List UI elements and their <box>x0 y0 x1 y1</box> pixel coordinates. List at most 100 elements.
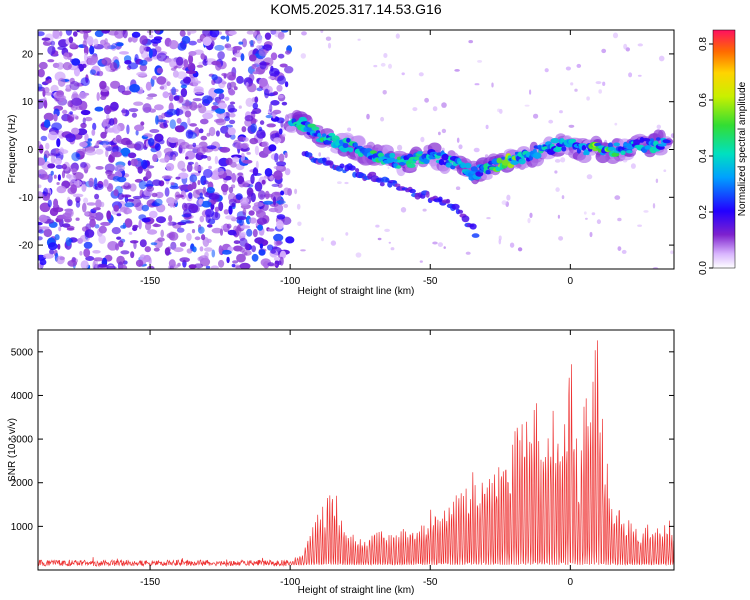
noise-blob <box>50 154 56 164</box>
noise-blob <box>75 200 81 208</box>
noise-blob <box>263 261 270 269</box>
noise-blob <box>279 63 288 68</box>
noise-blob <box>223 209 229 215</box>
noise-blob <box>169 264 179 269</box>
noise-blob <box>150 38 162 44</box>
noise-blob <box>50 170 54 176</box>
colorbar-tick-label: 0.4 <box>698 149 709 163</box>
spectrogram-y-tick-label: 0 <box>27 145 33 156</box>
noise-blob <box>94 193 100 200</box>
noise-blob <box>548 119 554 124</box>
noise-blob <box>211 74 218 81</box>
noise-blob <box>103 179 109 188</box>
noise-blob <box>210 203 215 211</box>
noise-blob <box>219 146 231 153</box>
noise-blob <box>583 211 587 215</box>
noise-blob <box>38 184 42 189</box>
noise-blob <box>251 63 257 70</box>
noise-blob <box>201 234 206 241</box>
noise-blob <box>189 123 198 127</box>
noise-blob <box>248 217 257 224</box>
noise-blob <box>43 187 48 197</box>
noise-blob <box>277 31 285 40</box>
ridge-blob <box>550 138 560 144</box>
noise-blob <box>81 183 87 192</box>
noise-blob <box>387 166 390 169</box>
noise-blob <box>53 174 57 179</box>
ridge-blob <box>650 138 654 142</box>
noise-blob <box>366 113 370 120</box>
noise-blob <box>621 249 627 254</box>
noise-blob <box>273 257 281 261</box>
noise-blob <box>278 153 285 163</box>
noise-blob <box>126 208 132 214</box>
spectrogram-y-tick-label: 20 <box>22 49 34 60</box>
noise-blob <box>98 234 106 244</box>
spectrogram-y-axis-label: Frequency (Hz) <box>7 115 18 184</box>
noise-blob <box>80 122 87 129</box>
ridge-blob <box>565 144 573 148</box>
noise-blob <box>100 201 105 208</box>
noise-blob <box>207 156 212 161</box>
noise-blob <box>170 151 179 158</box>
noise-blob <box>134 124 145 132</box>
noise-blob <box>283 203 289 208</box>
noise-blob <box>628 72 633 78</box>
noise-blob <box>206 145 217 150</box>
noise-blob <box>255 210 266 219</box>
spectrogram-y-tick-label: -20 <box>19 241 34 252</box>
noise-blob <box>424 97 429 103</box>
noise-blob <box>574 88 578 92</box>
noise-blob <box>252 229 258 238</box>
noise-blob <box>206 132 211 137</box>
noise-blob <box>558 236 564 241</box>
noise-blob <box>111 151 123 158</box>
noise-blob <box>176 71 187 80</box>
noise-blob <box>82 202 87 213</box>
ridge-halo <box>480 172 493 180</box>
noise-blob <box>199 246 204 252</box>
noise-blob <box>99 80 107 90</box>
ridge-blob <box>450 165 456 170</box>
noise-blob <box>47 59 55 63</box>
noise-blob <box>233 240 241 245</box>
noise-blob <box>54 157 62 165</box>
secondary-trace-blob <box>339 163 345 169</box>
noise-blob <box>122 222 126 229</box>
noise-blob <box>401 72 405 76</box>
noise-blob <box>390 247 395 251</box>
noise-blob <box>192 142 197 148</box>
noise-blob <box>231 263 236 268</box>
spectrogram-y-tick-label: -10 <box>19 193 34 204</box>
ridge-blob <box>460 162 466 169</box>
noise-blob <box>103 42 111 50</box>
noise-blob <box>256 45 263 49</box>
noise-blob <box>111 146 122 154</box>
noise-blob <box>116 42 124 47</box>
noise-blob <box>239 262 251 269</box>
noise-blob <box>245 97 254 107</box>
snr-x-tick-label: 0 <box>568 577 574 588</box>
snr-y-tick-label: 1000 <box>11 522 34 533</box>
noise-blob <box>48 242 58 251</box>
colorbar: 0.0 0.2 0.4 0.6 0.8 Normalized spectral ampl… <box>698 29 748 275</box>
noise-blob <box>92 250 101 254</box>
secondary-trace-blob <box>348 165 356 171</box>
noise-blob <box>276 161 287 167</box>
noise-blob <box>139 239 147 248</box>
noise-blob <box>252 71 259 75</box>
noise-blob <box>180 88 188 98</box>
noise-blob <box>121 194 132 198</box>
noise-blob <box>39 202 51 213</box>
noise-blob <box>533 113 539 119</box>
figure-title: KOM5.2025.317.14.53.G16 <box>270 1 441 17</box>
noise-blob <box>596 219 602 225</box>
noise-blob <box>56 182 60 185</box>
noise-blob <box>55 148 59 154</box>
noise-blob <box>79 251 83 256</box>
noise-blob <box>501 200 507 205</box>
noise-blob <box>78 30 87 34</box>
noise-blob <box>128 108 139 113</box>
noise-blob <box>237 136 246 142</box>
noise-blob <box>197 103 203 109</box>
